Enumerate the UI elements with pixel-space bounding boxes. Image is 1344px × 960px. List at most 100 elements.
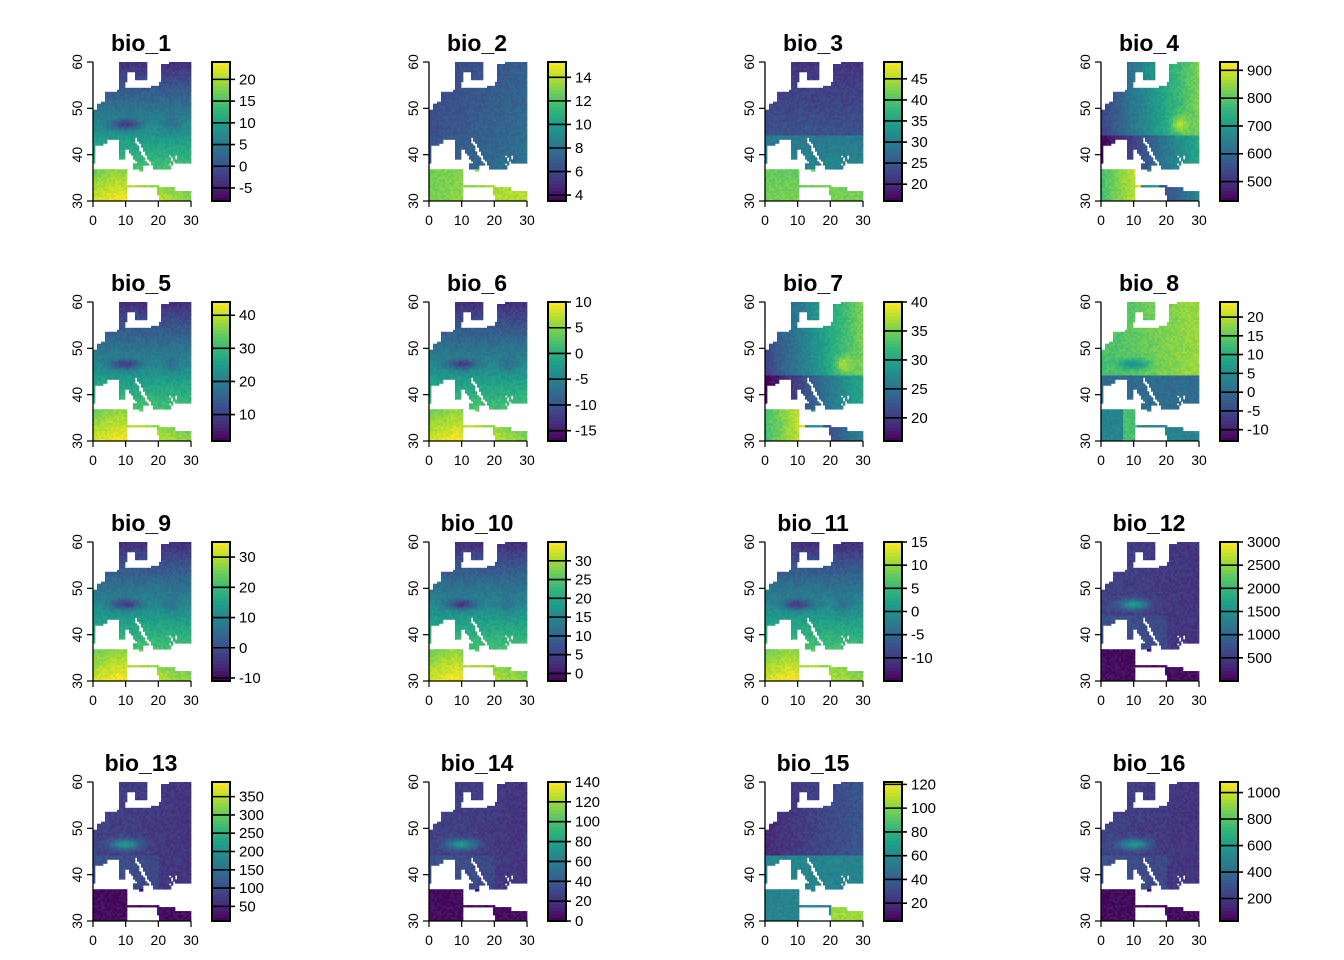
raster-cell <box>519 63 522 67</box>
raster-cell <box>519 71 522 75</box>
raster-cell <box>115 191 118 194</box>
raster-cell <box>457 115 460 118</box>
raster-cell <box>109 199 112 202</box>
raster-cell <box>467 63 470 67</box>
raster-cell <box>169 65 172 69</box>
raster-cell <box>485 131 488 134</box>
raster-cell <box>149 157 152 160</box>
raster-cell <box>137 137 140 140</box>
raster-cell <box>113 101 116 105</box>
raster-cell <box>439 111 442 114</box>
raster-cell <box>169 153 172 156</box>
raster-cell <box>469 153 472 156</box>
raster-cell <box>499 157 502 160</box>
raster-cell <box>497 197 500 200</box>
raster-cell <box>441 119 444 122</box>
raster-cell <box>503 149 506 152</box>
raster-cell <box>437 103 440 107</box>
raster-cell <box>161 131 164 134</box>
raster-cell <box>469 127 472 130</box>
raster-cell <box>437 101 440 105</box>
raster-cell <box>461 139 464 142</box>
raster-cell <box>489 121 492 124</box>
raster-cell <box>181 125 184 128</box>
raster-cell <box>501 77 504 81</box>
raster-cell <box>189 79 192 83</box>
raster-cell <box>455 125 458 128</box>
raster-cell <box>139 87 142 91</box>
raster-cell <box>457 109 460 112</box>
raster-cell <box>107 169 110 172</box>
raster-cell <box>181 107 184 111</box>
raster-cell <box>117 105 120 109</box>
raster-cell <box>173 199 176 202</box>
raster-cell <box>141 159 144 162</box>
raster-cell <box>113 105 116 109</box>
raster-cell <box>475 69 478 73</box>
raster-cell <box>95 141 98 144</box>
raster-cell <box>111 193 114 196</box>
raster-cell <box>465 109 468 112</box>
raster-cell <box>129 101 132 105</box>
raster-cell <box>181 153 184 156</box>
raster-cell <box>133 91 136 95</box>
raster-cell <box>181 83 184 87</box>
raster-cell <box>155 147 158 150</box>
raster-cell <box>441 171 444 174</box>
raster-cell <box>123 145 126 148</box>
raster-cell <box>491 121 494 124</box>
raster-cell <box>171 101 174 105</box>
raster-cell <box>509 197 512 200</box>
raster-cell <box>439 183 442 186</box>
raster-cell <box>163 77 166 81</box>
raster-cell <box>509 87 512 91</box>
raster-cell <box>457 73 460 77</box>
raster-cell <box>519 93 522 97</box>
raster-cell <box>465 87 468 91</box>
raster-cell <box>473 139 476 142</box>
raster-cell <box>447 103 450 107</box>
raster-cell <box>109 197 112 200</box>
raster-cell <box>475 77 478 81</box>
raster-cell <box>479 149 482 152</box>
raster-cell <box>131 185 134 188</box>
raster-cell <box>479 131 482 134</box>
raster-cell <box>119 197 122 200</box>
raster-cell <box>459 169 462 172</box>
raster-cell <box>165 83 168 87</box>
raster-cell <box>165 65 168 69</box>
raster-cell <box>189 123 192 126</box>
raster-cell <box>479 113 482 116</box>
raster-cell <box>431 127 434 130</box>
raster-cell <box>513 117 516 120</box>
raster-cell <box>107 187 110 190</box>
raster-cell <box>167 121 170 124</box>
raster-cell <box>457 105 460 109</box>
raster-cell <box>845 65 848 69</box>
raster-cell <box>111 185 114 188</box>
raster-cell <box>517 119 520 122</box>
raster-cell <box>511 195 514 198</box>
raster-cell <box>817 62 820 65</box>
raster-cell <box>179 161 182 164</box>
raster-cell <box>465 127 468 130</box>
raster-cell <box>161 189 164 192</box>
raster-cell <box>185 139 188 142</box>
raster-cell <box>175 71 178 75</box>
raster-cell <box>453 97 456 101</box>
raster-cell <box>455 62 458 65</box>
raster-cell <box>493 101 496 105</box>
raster-cell <box>503 199 506 202</box>
raster-cell <box>439 139 442 142</box>
raster-cell <box>469 149 472 152</box>
raster-cell <box>189 127 192 130</box>
raster-cell <box>437 187 440 190</box>
raster-cell <box>447 183 450 186</box>
raster-cell <box>137 119 140 122</box>
raster-cell <box>157 85 160 89</box>
raster-cell <box>185 141 188 144</box>
raster-cell <box>105 129 108 132</box>
raster-cell <box>187 191 190 194</box>
raster-cell <box>125 127 128 130</box>
raster-cell <box>163 121 166 124</box>
